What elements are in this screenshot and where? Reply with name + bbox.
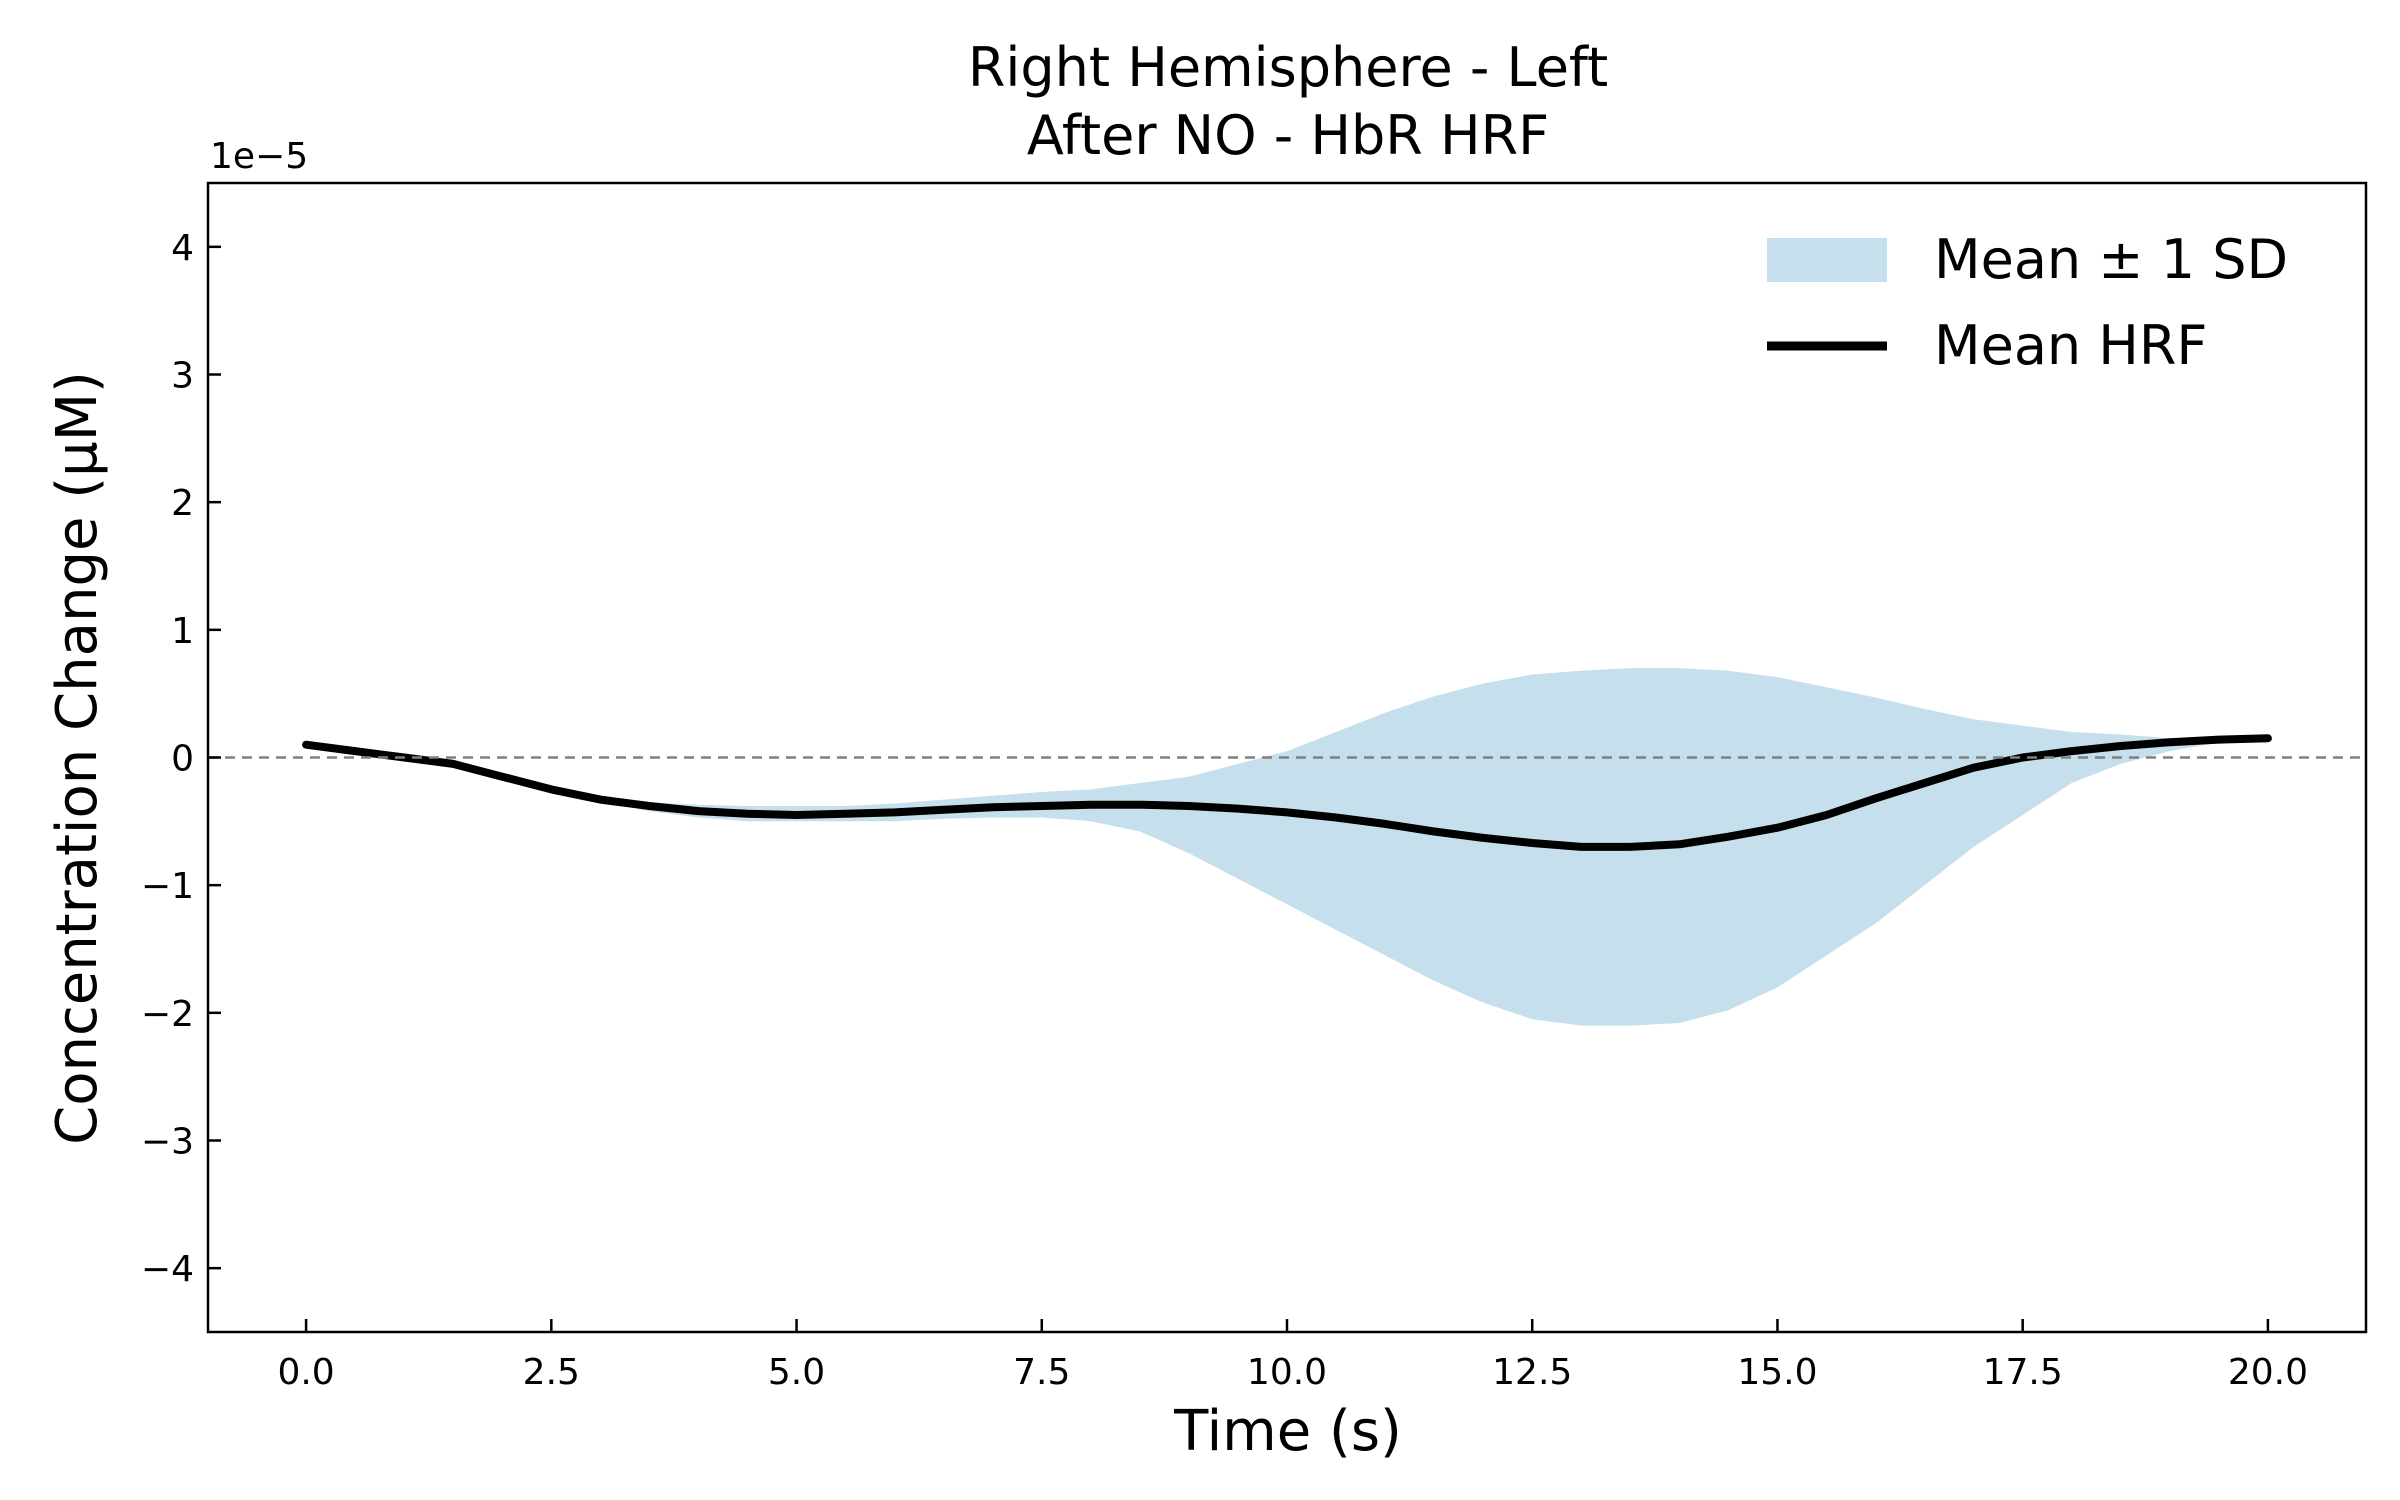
y-tick-label: −3 (141, 1122, 194, 1163)
x-tick-label: 2.5 (523, 1352, 580, 1393)
x-tick-label: 20.0 (2228, 1352, 2308, 1393)
y-tick-label: 2 (171, 483, 194, 524)
legend-label-line: Mean HRF (1934, 314, 2207, 377)
legend-label-band: Mean ± 1 SD (1934, 228, 2288, 291)
y-tick-label: −4 (141, 1249, 194, 1290)
x-tick-label: 0.0 (277, 1352, 334, 1393)
chart-title-line-2: After NO - HbR HRF (1027, 104, 1549, 167)
x-axis-ticks: 0.0 2.5 5.0 7.5 10.0 12.5 15.0 17.5 20.0 (277, 1319, 2308, 1393)
x-tick-label: 10.0 (1247, 1352, 1327, 1393)
x-tick-label: 5.0 (768, 1352, 825, 1393)
legend: Mean ± 1 SD Mean HRF (1767, 228, 2288, 377)
x-tick-label: 7.5 (1013, 1352, 1070, 1393)
y-tick-label: 4 (171, 228, 194, 269)
x-tick-label: 15.0 (1737, 1352, 1817, 1393)
x-tick-label: 17.5 (1983, 1352, 2063, 1393)
x-tick-label: 12.5 (1492, 1352, 1572, 1393)
legend-swatch-band (1767, 238, 1887, 282)
y-axis-title: Concentration Change (μM) (45, 371, 110, 1145)
y-offset-label: 1e−5 (210, 136, 308, 177)
y-tick-label: 3 (171, 356, 194, 397)
mean-hrf-line (302, 734, 2272, 851)
y-axis-ticks: −4 −3 −2 −1 0 1 2 3 4 (141, 228, 221, 1290)
chart-title-line-1: Right Hemisphere - Left (968, 36, 1608, 99)
y-tick-label: 0 (171, 739, 194, 780)
x-axis-title: Time (s) (1173, 1399, 1402, 1464)
y-tick-label: −1 (141, 866, 194, 907)
y-tick-label: 1 (171, 611, 194, 652)
y-tick-label: −2 (141, 994, 194, 1035)
